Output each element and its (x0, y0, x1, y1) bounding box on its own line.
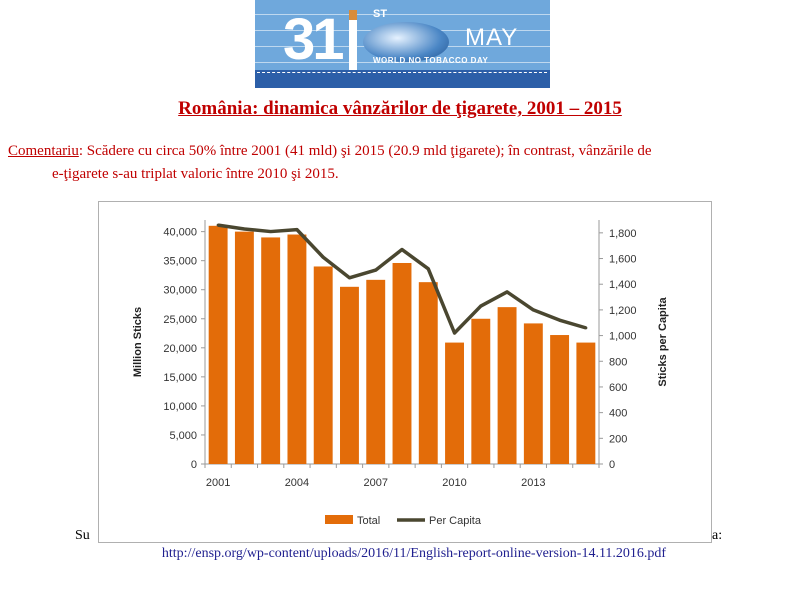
left-y-tick-label: 35,000 (163, 256, 197, 268)
source-fragment-right: a: (712, 528, 723, 543)
cigarette-sales-chart: 0 5,000 10,000 15,000 20,000 25,000 30,000 35,0… (132, 220, 669, 527)
world-no-tobacco-day-banner: 31 ST MAY WORLD NO TOBACCO DAY (255, 0, 550, 88)
bar-total-2015 (576, 342, 596, 464)
left-y-tick-label: 10,000 (163, 401, 197, 413)
bar-total-2014 (550, 335, 570, 464)
right-y-tick-label: 400 (609, 408, 627, 420)
chart-container: 0 5,000 10,000 15,000 20,000 25,000 30,000 35,0… (98, 201, 712, 543)
globe-icon (363, 22, 449, 62)
bar-total-2012 (497, 307, 517, 464)
banner-tagline: WORLD NO TOBACCO DAY (373, 56, 489, 65)
bar-total-2004 (287, 234, 307, 464)
legend-total-label: Total (357, 515, 380, 527)
right-y-tick-label: 1,800 (609, 228, 637, 240)
banner-day-suffix: ST (373, 8, 388, 20)
per-capita-point-2010 (453, 331, 457, 335)
left-y-tick-label: 5,000 (169, 430, 197, 442)
bar-total-2001 (208, 225, 228, 464)
per-capita-point-2013 (531, 308, 535, 312)
per-capita-point-2007 (374, 268, 378, 272)
right-y-tick-label: 1,200 (609, 305, 637, 317)
left-y-axis-title: Million Sticks (132, 307, 144, 377)
per-capita-point-2015 (584, 326, 588, 330)
source-url[interactable]: http://ensp.org/wp-content/uploads/2016/… (161, 546, 667, 561)
x-tick-label: 2007 (363, 477, 387, 489)
cigarette-icon (349, 10, 357, 78)
left-y-tick-label: 20,000 (163, 343, 197, 355)
bar-total-2009 (418, 282, 438, 464)
per-capita-point-2001 (216, 223, 220, 227)
x-tick-label: 2004 (285, 477, 309, 489)
banner-month: MAY (465, 24, 519, 51)
per-capita-point-2004 (295, 228, 299, 232)
banner-day-number: 31 (283, 7, 344, 72)
right-y-tick-label: 1,400 (609, 279, 637, 291)
bar-total-2005 (313, 266, 333, 464)
banner-dashed-line (257, 72, 547, 73)
comment-line-1: : Scădere cu circa 50% între 2001 (41 ml… (78, 143, 652, 159)
right-y-tick-label: 600 (609, 382, 627, 394)
x-tick-label: 2001 (206, 477, 230, 489)
legend-total-swatch (325, 515, 353, 524)
bar-total-2011 (471, 318, 491, 464)
left-y-tick-label: 0 (191, 459, 197, 471)
right-y-tick-label: 800 (609, 356, 627, 368)
per-capita-point-2011 (479, 304, 483, 308)
bar-total-2003 (261, 237, 281, 464)
bar-total-2007 (366, 279, 386, 464)
bar-total-2010 (445, 342, 464, 464)
page-title: România: dinamica vânzărilor de ţigarete… (178, 98, 622, 119)
x-tick-label: 2013 (521, 477, 545, 489)
right-y-tick-label: 0 (609, 459, 615, 471)
per-capita-point-2008 (400, 248, 404, 252)
right-y-tick-label: 1,600 (609, 254, 637, 266)
bar-total-2002 (234, 231, 254, 464)
banner-bottom-bar (255, 70, 550, 88)
per-capita-point-2012 (505, 290, 509, 294)
comment-label: Comentariu (8, 143, 79, 159)
source-fragment-left: Su (75, 528, 90, 543)
x-tick-label: 2010 (442, 477, 466, 489)
per-capita-point-2006 (347, 276, 351, 280)
left-y-tick-label: 25,000 (163, 314, 197, 326)
left-y-tick-label: 15,000 (163, 372, 197, 384)
right-y-axis-title: Sticks per Capita (657, 296, 669, 386)
per-capita-point-2005 (321, 255, 325, 259)
right-y-tick-label: 200 (609, 433, 627, 445)
per-capita-point-2003 (269, 230, 273, 234)
right-y-tick-label: 1,000 (609, 331, 637, 343)
left-y-tick-label: 30,000 (163, 285, 197, 297)
legend-per-capita-label: Per Capita (429, 515, 482, 527)
per-capita-point-2009 (426, 267, 430, 271)
bar-total-2013 (523, 323, 543, 464)
comment-block: Comentariu: Scădere cu circa 50% între 2… (8, 140, 778, 186)
left-y-tick-label: 40,000 (163, 227, 197, 239)
bar-total-2006 (340, 286, 359, 464)
per-capita-point-2002 (242, 227, 246, 231)
comment-line-2: e-ţigarete s-au triplat valoric între 20… (52, 166, 339, 182)
per-capita-point-2014 (558, 318, 562, 322)
bar-total-2008 (392, 262, 412, 464)
